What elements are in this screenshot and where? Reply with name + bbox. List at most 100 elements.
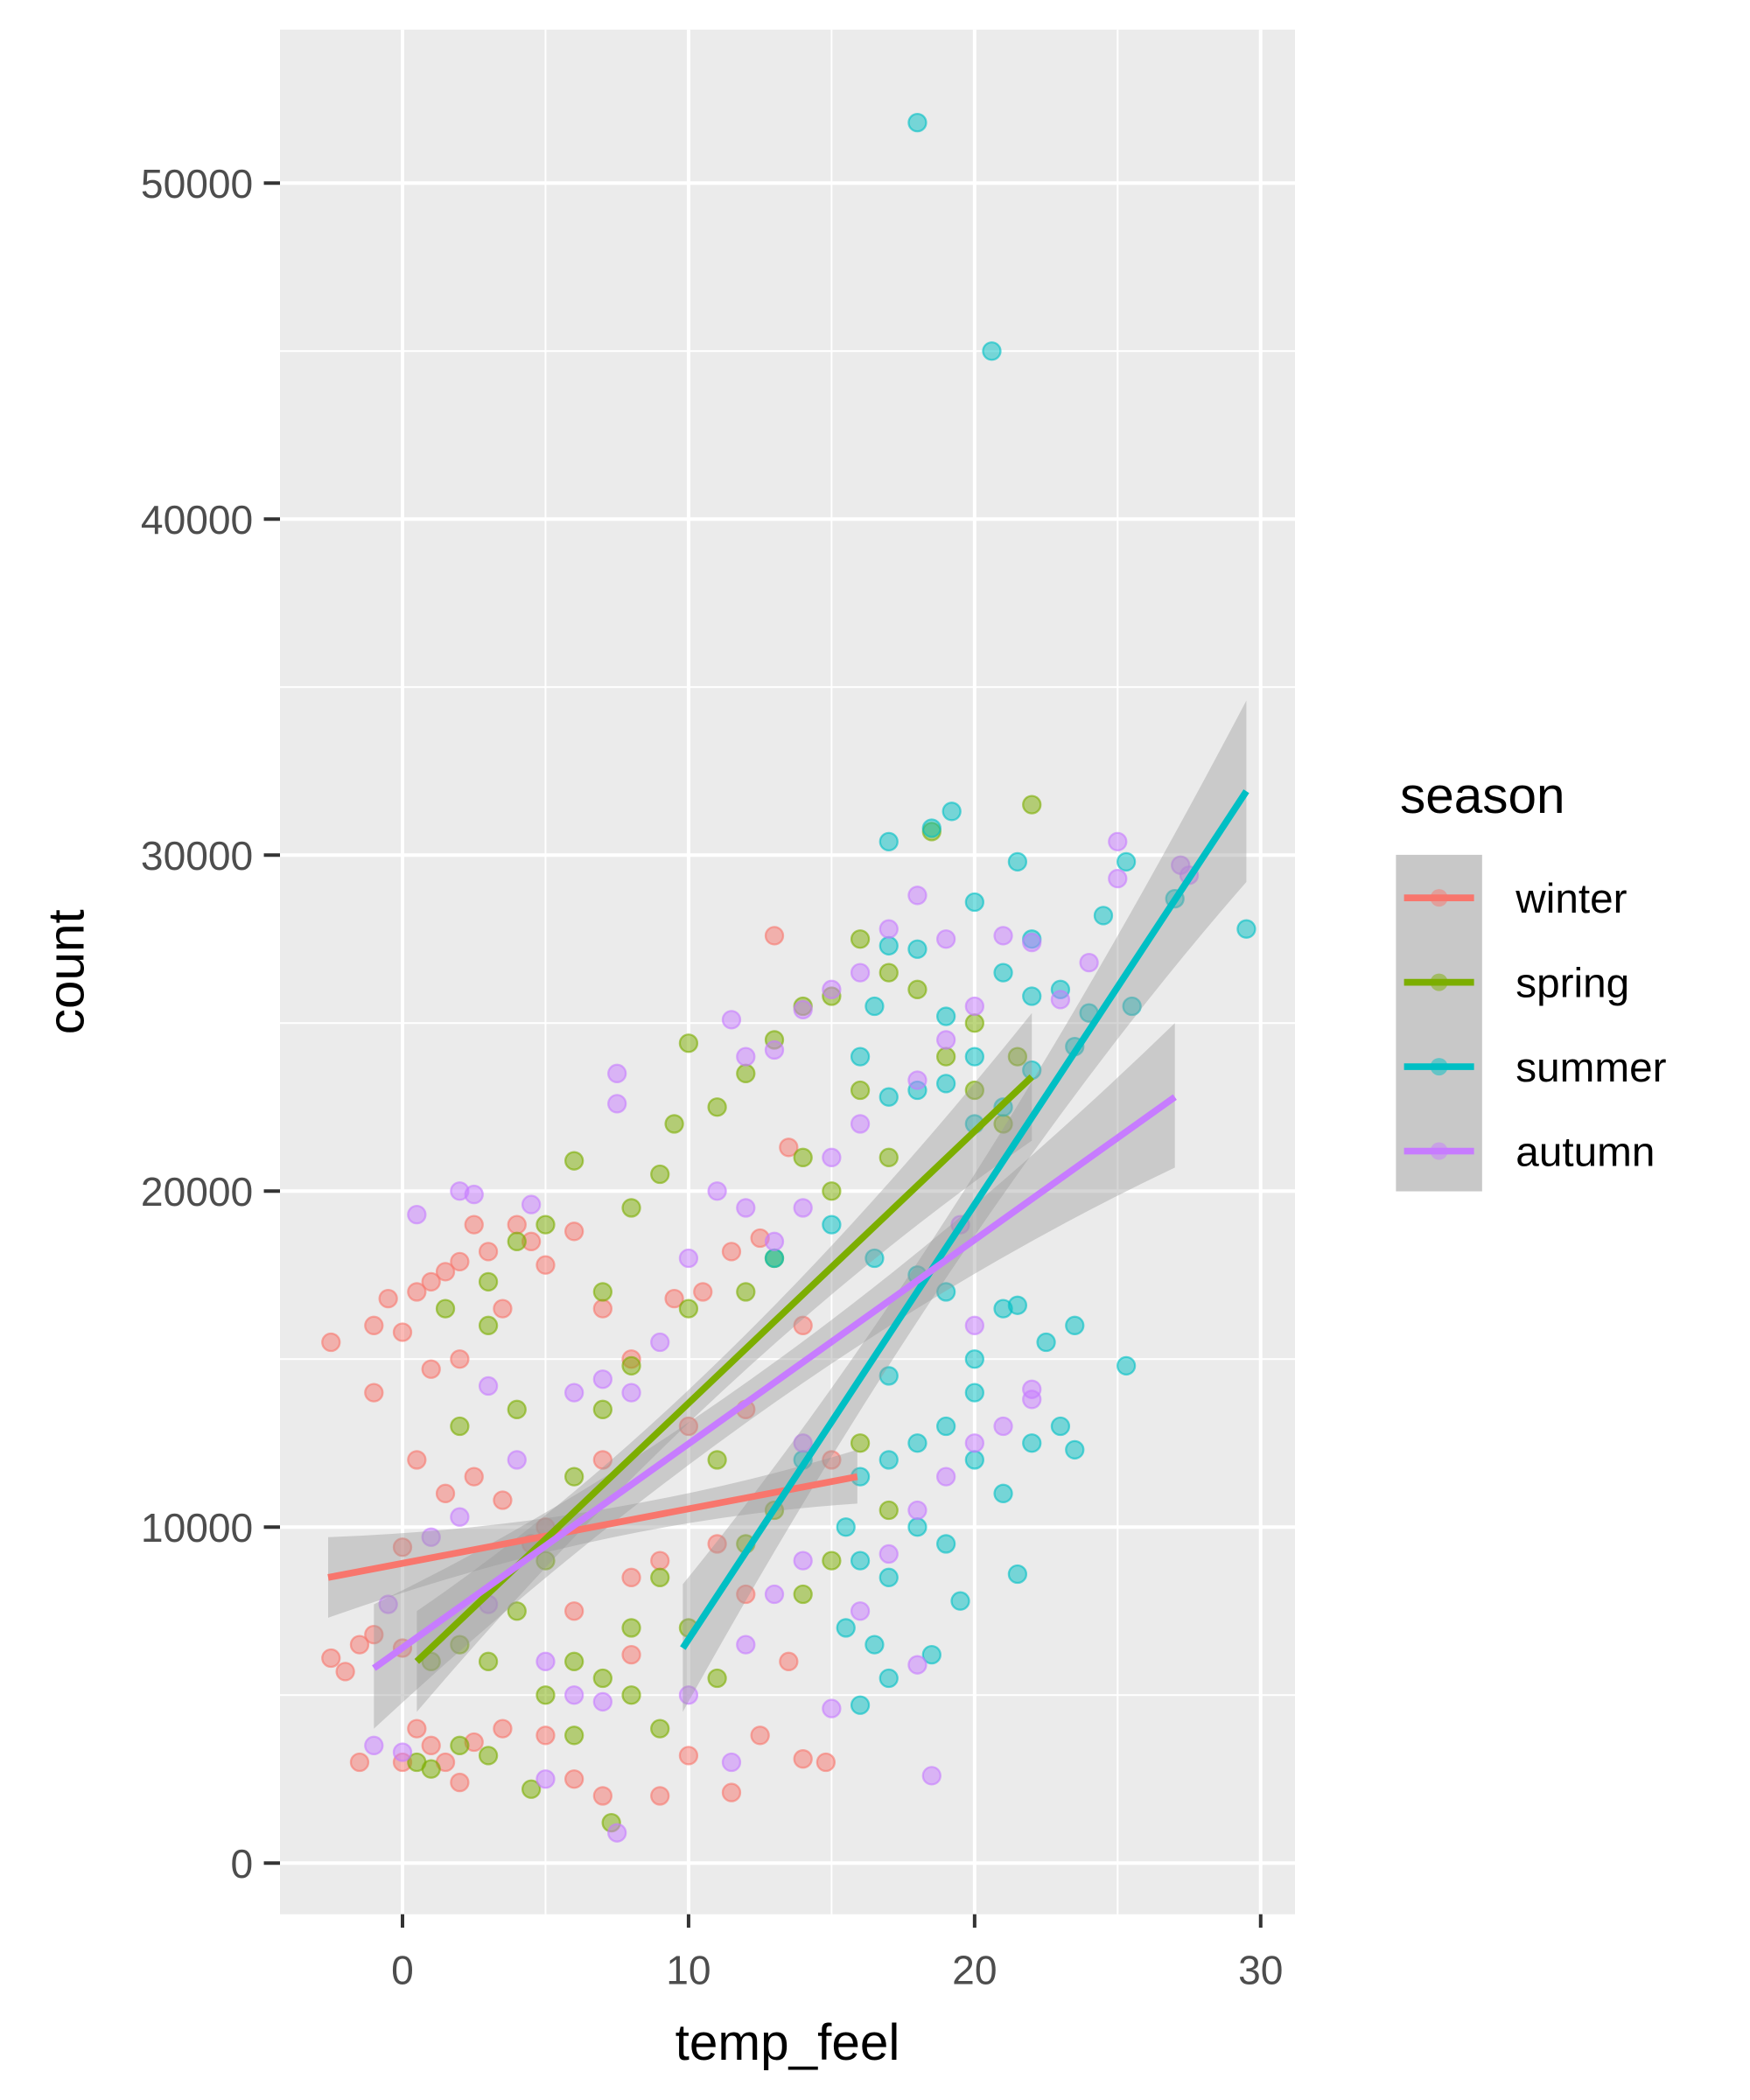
data-point-winter <box>478 1242 499 1262</box>
data-point-winter <box>364 1624 384 1645</box>
data-point-autumn <box>964 1315 984 1335</box>
data-point-summer <box>878 1668 899 1689</box>
data-point-autumn <box>822 979 842 999</box>
x-tick-label: 30 <box>1238 1948 1283 1993</box>
data-point-winter <box>349 1752 370 1773</box>
data-point-winter <box>421 1735 441 1755</box>
data-point-autumn <box>936 929 956 949</box>
data-point-summer <box>936 1282 956 1302</box>
data-point-autumn <box>478 1376 499 1396</box>
data-point-spring <box>850 1080 871 1101</box>
confidence-band-winter <box>328 1449 858 1618</box>
data-point-winter <box>564 1769 584 1789</box>
data-point-autumn <box>964 996 984 1017</box>
data-point-autumn <box>607 1094 627 1114</box>
data-point-summer <box>836 1517 856 1537</box>
data-point-autumn <box>907 1070 928 1090</box>
data-point-spring <box>564 1651 584 1671</box>
data-point-autumn <box>850 962 871 983</box>
data-point-summer <box>936 1074 956 1094</box>
legend-label-summer: summer <box>1516 1045 1666 1091</box>
data-point-autumn <box>764 1231 785 1251</box>
data-point-autumn <box>378 1594 398 1614</box>
data-point-summer <box>993 962 1013 983</box>
data-point-spring <box>650 1718 670 1739</box>
data-point-summer <box>836 1618 856 1638</box>
legend-key-point-winter <box>1430 889 1448 907</box>
data-point-winter <box>564 1601 584 1621</box>
data-point-winter <box>736 1584 756 1605</box>
x-tick-label: 0 <box>391 1948 414 1993</box>
legend-key-point-summer <box>1430 1058 1448 1076</box>
data-point-summer <box>764 1248 785 1269</box>
data-point-summer <box>878 831 899 852</box>
data-point-summer <box>1116 851 1137 872</box>
confidence-band-autumn <box>374 1023 1175 1729</box>
data-point-winter <box>464 1214 484 1235</box>
legend-key-point-spring <box>1430 973 1448 991</box>
data-point-autumn <box>707 1181 727 1201</box>
data-point-winter <box>378 1288 398 1309</box>
data-point-winter <box>493 1718 513 1739</box>
confidence-band-summer <box>682 700 1247 1712</box>
legend-key-point-autumn <box>1430 1142 1448 1160</box>
data-point-spring <box>564 1151 584 1171</box>
data-point-spring <box>564 1726 584 1746</box>
confidence-bands <box>328 700 1247 1729</box>
data-point-autumn <box>464 1184 484 1205</box>
data-point-summer <box>878 1366 899 1386</box>
data-point-spring <box>707 1097 727 1117</box>
data-point-autumn <box>907 1500 928 1521</box>
data-point-spring <box>450 1416 470 1437</box>
data-point-spring <box>621 1198 641 1218</box>
data-point-summer <box>936 1534 956 1554</box>
data-point-winter <box>450 1772 470 1793</box>
data-point-spring <box>678 1298 699 1319</box>
data-point-autumn <box>878 919 899 939</box>
data-point-autumn <box>936 1030 956 1050</box>
data-point-summer <box>1007 851 1028 872</box>
data-point-winter <box>621 1644 641 1665</box>
y-tick-label: 40000 <box>141 497 253 542</box>
y-axis: 0 10000 20000 30000 40000 50000 <box>141 161 280 1886</box>
data-point-winter <box>407 1282 427 1302</box>
data-point-summer <box>936 1006 956 1026</box>
data-point-autumn <box>878 1544 899 1564</box>
data-point-winter <box>536 1255 556 1275</box>
data-point-autumn <box>650 1332 670 1353</box>
data-point-spring <box>907 979 928 999</box>
data-point-winter <box>779 1651 799 1671</box>
legend-label-spring: spring <box>1516 961 1629 1007</box>
legend-label-autumn: autumn <box>1516 1129 1655 1175</box>
data-point-autumn <box>993 926 1013 946</box>
fit-line-autumn <box>372 1094 1177 1671</box>
data-point-winter <box>321 1648 341 1669</box>
data-point-winter <box>335 1662 355 1682</box>
data-point-autumn <box>564 1382 584 1403</box>
data-point-summer <box>936 1416 956 1437</box>
data-point-summer <box>1007 1564 1028 1585</box>
data-point-spring <box>1007 1046 1028 1067</box>
data-point-autumn <box>721 1010 742 1030</box>
data-point-autumn <box>850 1114 871 1134</box>
data-point-autumn <box>793 1550 813 1571</box>
data-point-winter <box>321 1332 341 1353</box>
data-point-autumn <box>1022 1379 1042 1399</box>
data-point-summer <box>878 1087 899 1107</box>
data-point-autumn <box>764 1040 785 1060</box>
data-point-winter <box>650 1786 670 1806</box>
data-point-spring <box>592 1668 613 1689</box>
data-point-autumn <box>736 1046 756 1067</box>
data-point-summer <box>1122 996 1142 1017</box>
data-point-summer <box>964 1382 984 1403</box>
data-point-spring <box>592 1282 613 1302</box>
data-point-autumn <box>1108 868 1128 889</box>
data-point-summer <box>1065 1315 1085 1335</box>
data-point-winter <box>493 1490 513 1510</box>
data-point-spring <box>536 1550 556 1571</box>
data-point-spring <box>507 1601 527 1621</box>
data-point-spring <box>707 1450 727 1470</box>
data-point-spring <box>822 1550 842 1571</box>
data-point-winter <box>592 1450 613 1470</box>
